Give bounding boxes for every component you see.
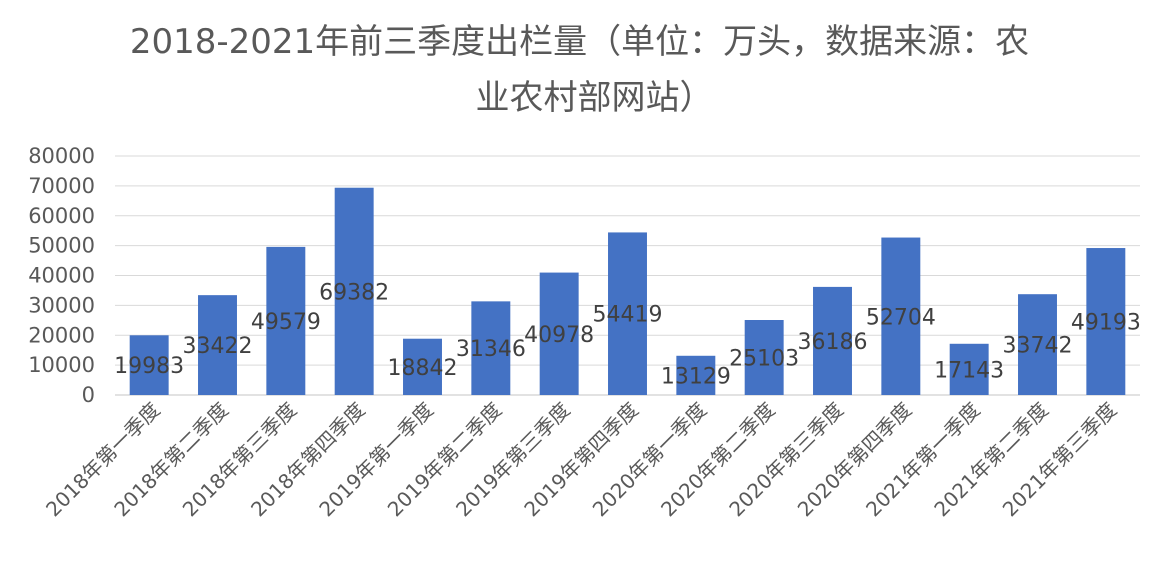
y-tick-label: 30000 (28, 293, 95, 317)
chart-title-line-1: 2018-2021年前三季度出栏量（单位：万头，数据来源：农 (129, 22, 1030, 62)
y-tick-label: 20000 (28, 323, 95, 347)
bar (198, 295, 237, 395)
y-tick-label: 10000 (28, 353, 95, 377)
bar (539, 272, 579, 395)
data-label: 36186 (798, 330, 868, 355)
data-label: 40978 (524, 323, 594, 348)
data-label: 17143 (934, 358, 1004, 383)
chart-title-line-2: 业农村部网站） (475, 78, 714, 118)
y-tick-label: 40000 (28, 264, 95, 288)
bar (949, 343, 989, 395)
bar (403, 338, 442, 395)
data-label: 69382 (319, 280, 389, 305)
data-label: 33422 (183, 334, 253, 359)
data-label: 33742 (1003, 334, 1073, 359)
data-label: 13129 (661, 364, 731, 389)
x-tick-label: 2018年第一季度 (41, 398, 165, 522)
bar (744, 320, 784, 395)
data-label: 54419 (593, 303, 663, 328)
data-label: 25103 (729, 347, 799, 372)
y-tick-label: 80000 (28, 144, 95, 168)
data-label: 49193 (1071, 311, 1141, 336)
bar (266, 246, 306, 395)
x-axis-labels: 2018年第一季度2018年第二季度2018年第三季度2018年第四季度2019… (41, 398, 1121, 522)
bar (471, 301, 511, 395)
data-label: 52704 (866, 305, 936, 330)
data-label: 18842 (388, 356, 458, 381)
bars (129, 187, 1126, 395)
bar (881, 237, 921, 395)
y-tick-label: 60000 (28, 204, 95, 228)
bar (676, 355, 716, 395)
bar (1018, 294, 1057, 395)
y-tick-label: 50000 (28, 234, 95, 258)
y-axis-labels: 0 10000 20000 30000 40000 50000 60000 70000 8000… (28, 144, 95, 407)
y-tick-label: 0 (82, 383, 95, 407)
bar (129, 335, 169, 395)
bar (608, 232, 647, 395)
bar (813, 286, 852, 395)
y-tick-label: 70000 (28, 174, 95, 198)
chart-title: 2018-2021年前三季度出栏量（单位：万头，数据来源：农 业农村部网站） (0, 14, 1159, 126)
data-label: 49579 (251, 310, 321, 335)
bar (1086, 248, 1126, 395)
data-label: 19983 (114, 354, 184, 379)
data-label: 31346 (456, 337, 526, 362)
bar (334, 187, 374, 395)
